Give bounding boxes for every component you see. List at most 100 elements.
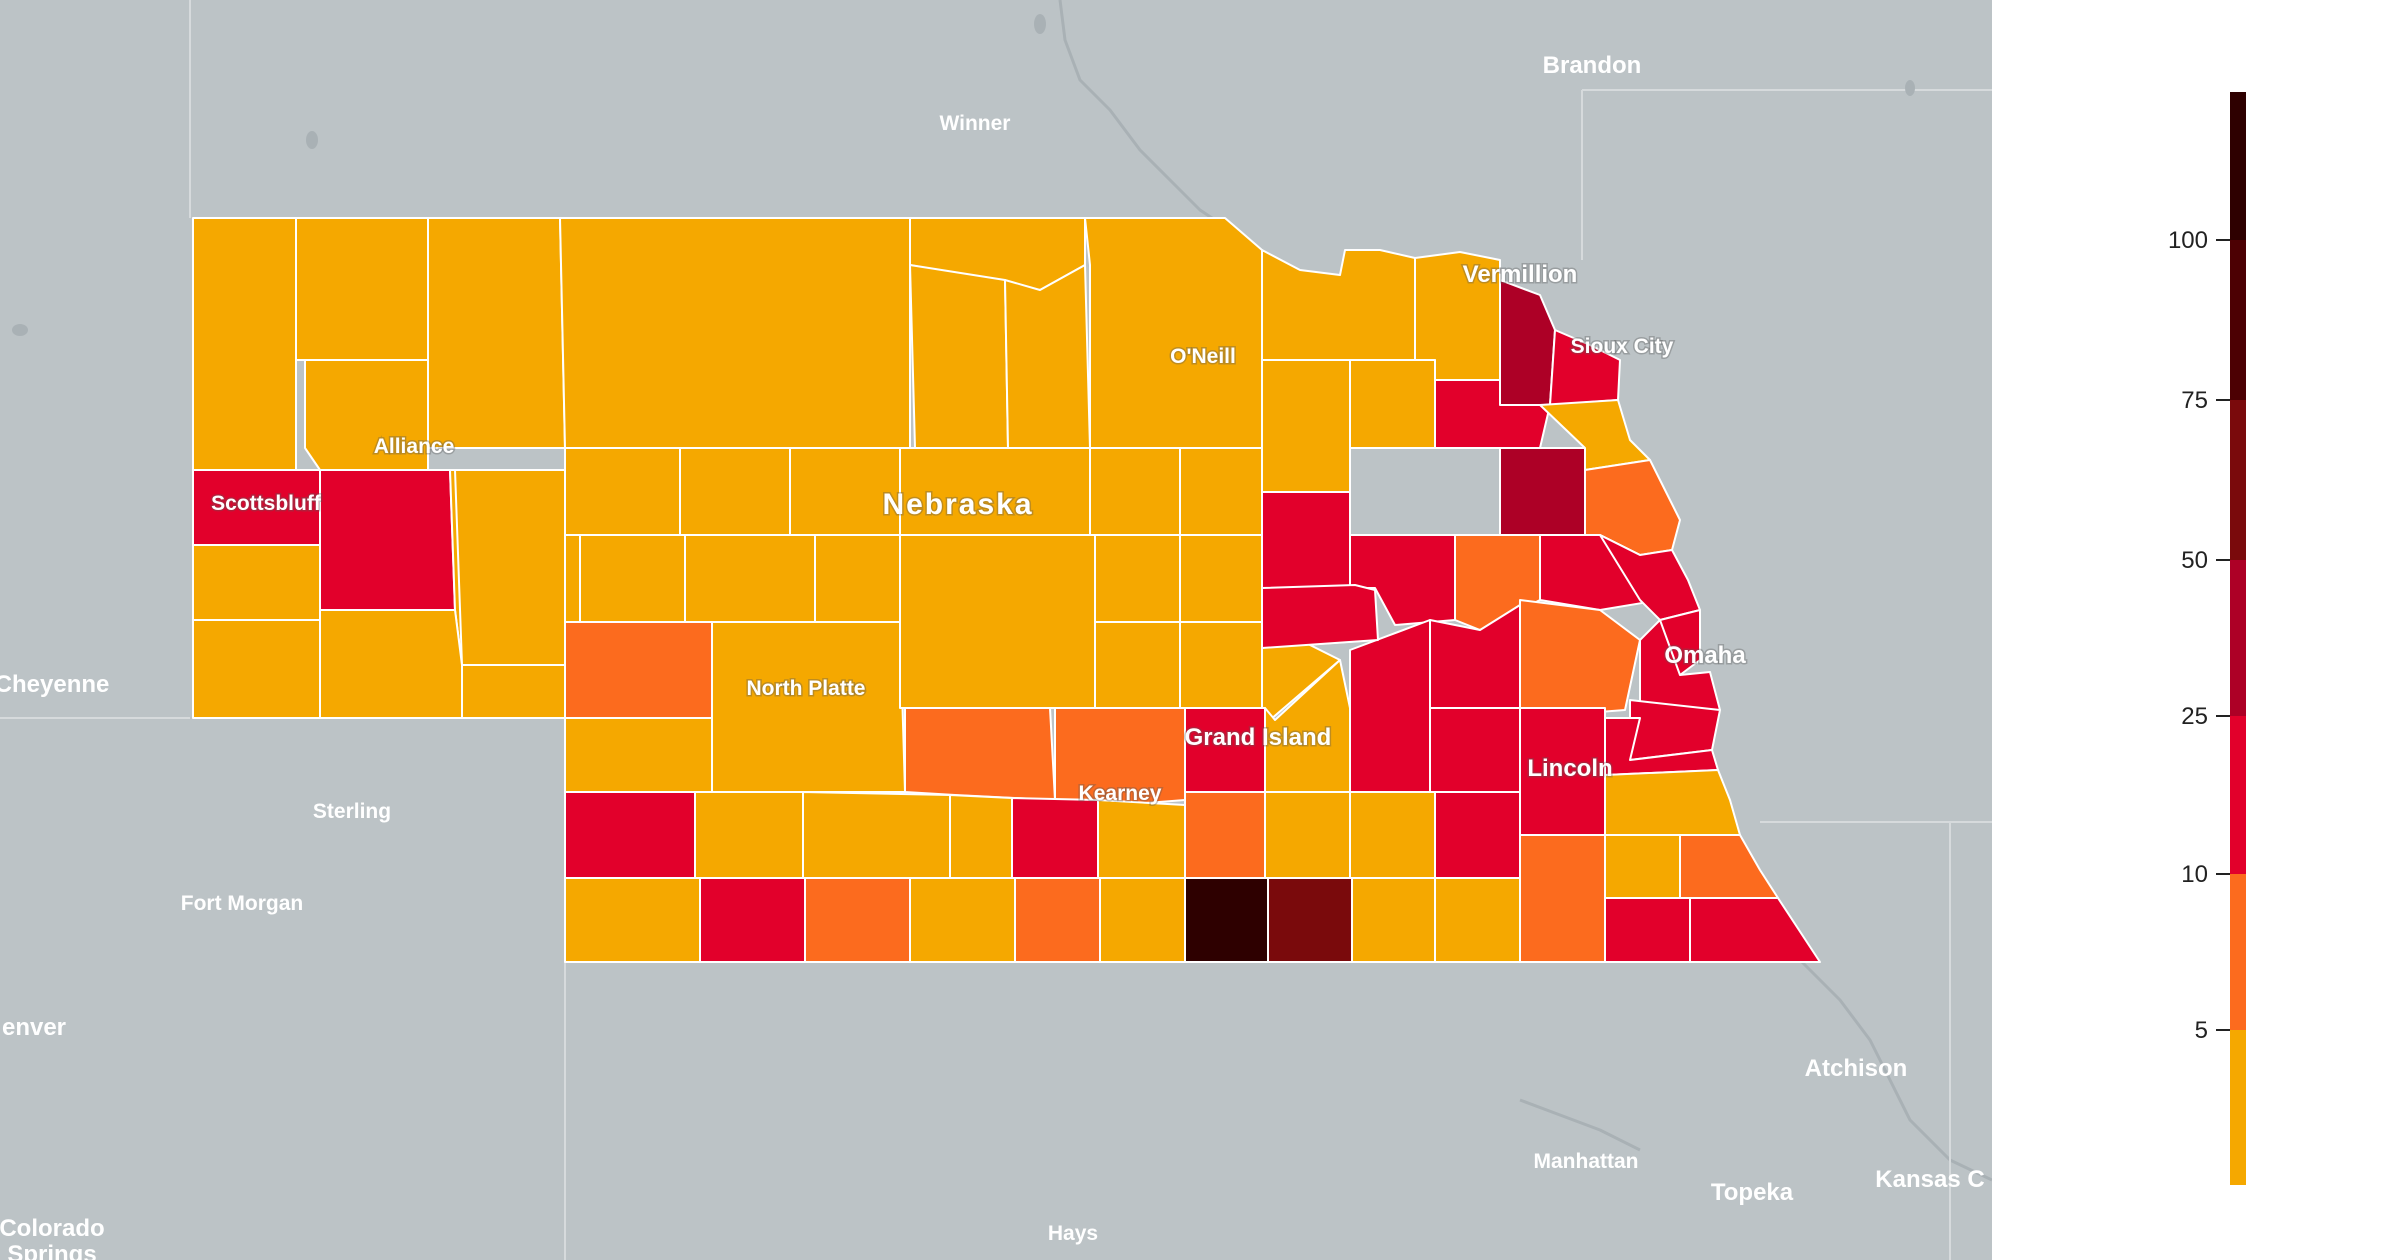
- city-label-hays: Hays: [1048, 1222, 1098, 1245]
- county[interactable]: [461, 664, 566, 719]
- county[interactable]: [1084, 217, 1263, 449]
- city-label-vermillion: Vermillion: [1463, 261, 1578, 288]
- county[interactable]: [564, 717, 713, 793]
- county[interactable]: [909, 877, 1016, 963]
- county[interactable]: [1261, 359, 1351, 493]
- county[interactable]: [319, 469, 456, 611]
- lake: [1905, 80, 1915, 96]
- city-label-winner: Winner: [940, 112, 1011, 135]
- county[interactable]: [1097, 799, 1186, 879]
- county[interactable]: [192, 619, 321, 719]
- county[interactable]: [319, 609, 463, 719]
- color-legend: 100 75 50 25 10 5: [2120, 80, 2370, 1190]
- county[interactable]: [909, 264, 1009, 449]
- legend-segment-lt5: [2230, 1030, 2246, 1185]
- county[interactable]: [579, 534, 686, 623]
- county[interactable]: [1351, 877, 1436, 963]
- county[interactable]: [1179, 534, 1263, 623]
- county[interactable]: [1349, 359, 1436, 449]
- county[interactable]: [1604, 769, 1741, 836]
- county[interactable]: [1604, 897, 1691, 963]
- county[interactable]: [804, 877, 911, 963]
- county[interactable]: [684, 534, 816, 623]
- county[interactable]: [1014, 877, 1101, 963]
- city-label-kearney: Kearney: [1079, 782, 1162, 805]
- county[interactable]: [1184, 877, 1269, 963]
- choropleth-map[interactable]: Brandon Winner Vermillion Sioux City O'N…: [0, 0, 1992, 1260]
- city-label-grand-island: Grand Island: [1185, 724, 1332, 751]
- county[interactable]: [559, 217, 911, 449]
- county[interactable]: [1264, 791, 1351, 879]
- city-label-cheyenne: Cheyenne: [0, 671, 109, 698]
- county[interactable]: [1599, 534, 1701, 621]
- county[interactable]: [1267, 877, 1353, 963]
- county[interactable]: [1429, 707, 1521, 793]
- county[interactable]: [1179, 621, 1263, 709]
- county[interactable]: [904, 707, 1056, 801]
- background-features: [0, 0, 1992, 1260]
- county[interactable]: [1499, 279, 1556, 406]
- county[interactable]: [1349, 619, 1431, 793]
- county[interactable]: [1184, 791, 1266, 879]
- county[interactable]: [1089, 447, 1181, 536]
- county-layer[interactable]: [192, 217, 1821, 963]
- legend-tick-label: 75: [2181, 387, 2208, 414]
- county[interactable]: [899, 534, 1096, 709]
- county[interactable]: [802, 791, 951, 879]
- county[interactable]: [1094, 534, 1181, 623]
- county[interactable]: [192, 217, 297, 471]
- county[interactable]: [814, 534, 901, 623]
- county[interactable]: [304, 359, 429, 471]
- county[interactable]: [1011, 797, 1099, 879]
- city-label-lincoln: Lincoln: [1527, 755, 1612, 782]
- county[interactable]: [679, 447, 791, 536]
- county[interactable]: [454, 469, 566, 666]
- county[interactable]: [694, 791, 804, 879]
- city-label-scottsbluff: Scottsbluff: [211, 492, 322, 515]
- legend-tick-label: 50: [2181, 547, 2208, 574]
- county[interactable]: [1094, 621, 1181, 709]
- city-label-colorado-springs-2: Springs: [7, 1241, 96, 1260]
- city-label-topeka: Topeka: [1711, 1179, 1794, 1206]
- county[interactable]: [699, 877, 806, 963]
- legend-scale: 100 75 50 25 10 5: [2168, 92, 2246, 1185]
- county[interactable]: [295, 217, 429, 361]
- city-label-fort-morgan: Fort Morgan: [181, 892, 303, 915]
- county[interactable]: [711, 621, 906, 793]
- county[interactable]: [1179, 447, 1263, 536]
- legend-segment-10to25: [2230, 716, 2246, 874]
- county[interactable]: [1689, 897, 1821, 963]
- county[interactable]: [564, 791, 696, 879]
- county[interactable]: [1499, 447, 1586, 536]
- legend-segment-25to50: [2230, 560, 2246, 716]
- county[interactable]: [564, 877, 701, 963]
- legend-color-bar: [2230, 92, 2246, 1185]
- legend-tick-label: 100: [2168, 227, 2208, 254]
- legend-segment-5to10: [2230, 874, 2246, 1030]
- city-label-denver: enver: [2, 1014, 66, 1041]
- county[interactable]: [1549, 329, 1621, 406]
- county[interactable]: [1434, 791, 1521, 879]
- county[interactable]: [949, 794, 1013, 879]
- county[interactable]: [1519, 834, 1606, 963]
- county[interactable]: [1604, 834, 1681, 899]
- county[interactable]: [192, 544, 321, 621]
- county[interactable]: [1349, 791, 1436, 879]
- county[interactable]: [564, 447, 681, 536]
- county[interactable]: [1261, 584, 1379, 649]
- city-label-brandon: Brandon: [1543, 52, 1642, 79]
- county[interactable]: [1434, 877, 1521, 963]
- county[interactable]: [1004, 264, 1091, 449]
- county[interactable]: [427, 217, 566, 449]
- county[interactable]: [1261, 249, 1416, 361]
- legend-tick-label: 25: [2181, 703, 2208, 730]
- city-label-alliance: Alliance: [374, 435, 455, 458]
- county[interactable]: [1099, 877, 1186, 963]
- county[interactable]: [1679, 834, 1779, 899]
- legend-segment-gt100: [2230, 92, 2246, 240]
- city-label-kansas-city: Kansas C: [1875, 1166, 1984, 1193]
- map-panel[interactable]: Brandon Winner Vermillion Sioux City O'N…: [0, 0, 1992, 1260]
- county[interactable]: [1519, 599, 1641, 719]
- county[interactable]: [564, 621, 713, 719]
- legend-ticks: 100 75 50 25 10 5: [2168, 227, 2230, 1044]
